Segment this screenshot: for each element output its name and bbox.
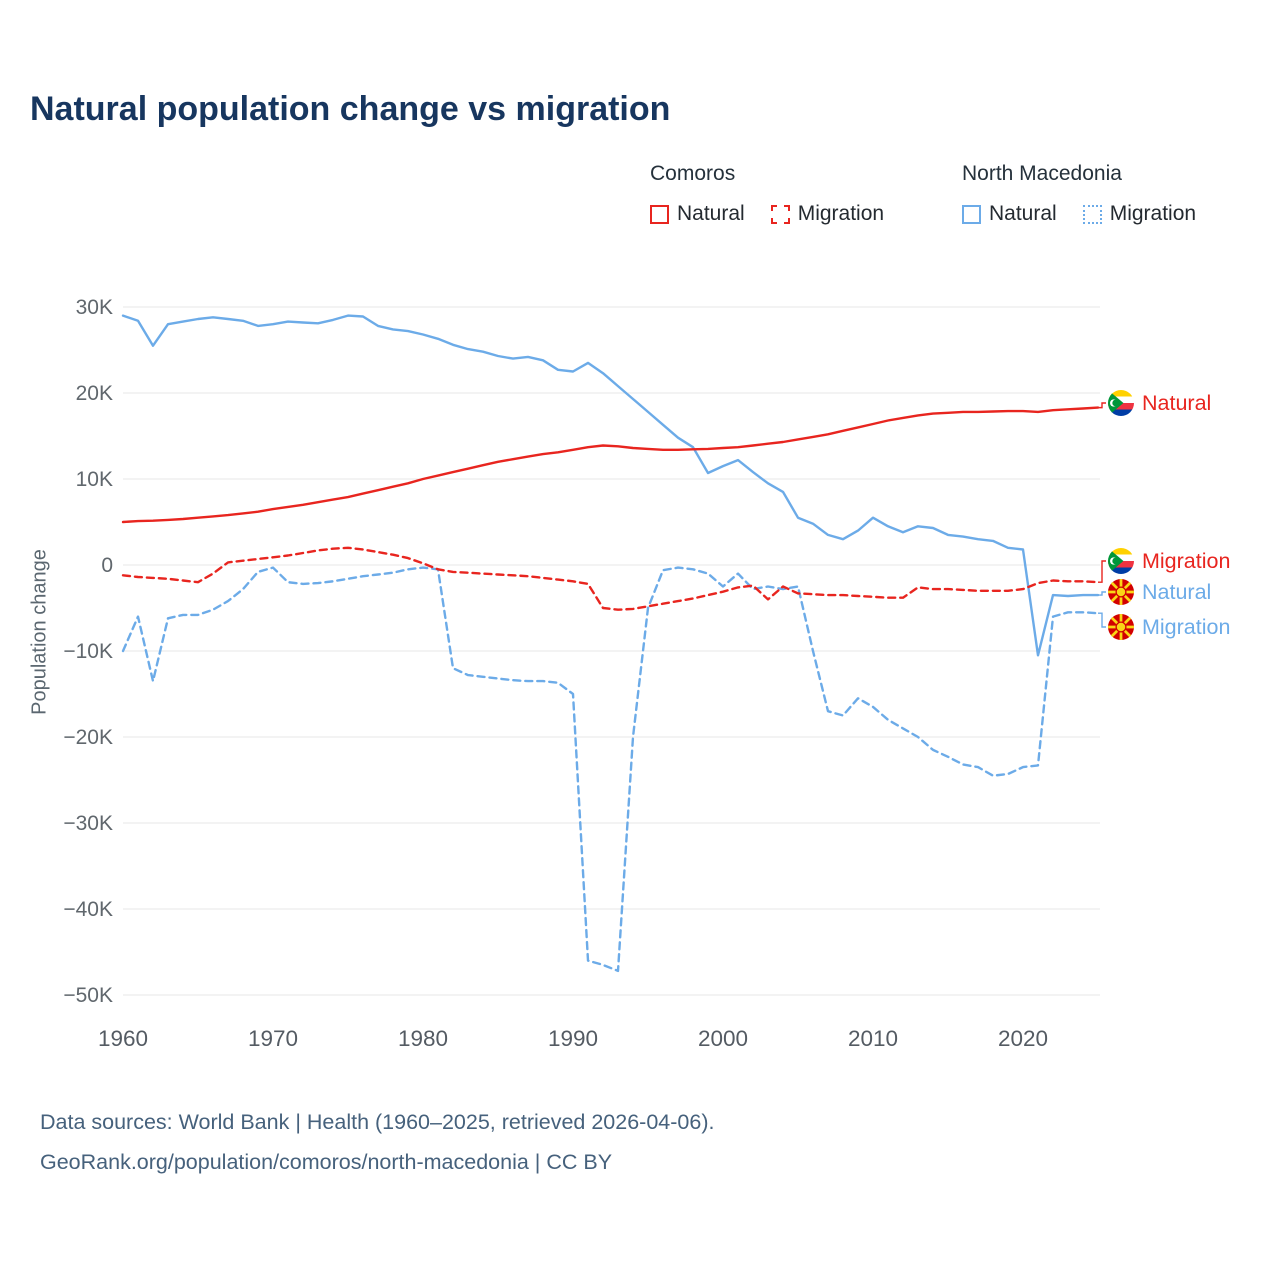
legend-group-comoros: Comoros Natural Migration bbox=[650, 162, 884, 226]
series-label-macedonia-migration: Migration bbox=[1108, 612, 1230, 642]
series-label-comoros-migration: Migration bbox=[1108, 546, 1230, 576]
north-macedonia-flag-icon bbox=[1108, 579, 1134, 605]
svg-text:2020: 2020 bbox=[998, 1026, 1048, 1051]
page-title: Natural population change vs migration bbox=[30, 90, 671, 128]
svg-text:30K: 30K bbox=[76, 296, 113, 319]
svg-text:−10K: −10K bbox=[63, 640, 113, 663]
series-label-text: Migration bbox=[1142, 614, 1231, 639]
svg-text:1970: 1970 bbox=[248, 1026, 298, 1051]
data-sources-note: Data sources: World Bank | Health (1960–… bbox=[40, 1110, 715, 1134]
legend-item-label: Migration bbox=[797, 202, 885, 225]
series-label-macedonia-natural: Natural bbox=[1108, 577, 1211, 607]
legend-item-label: Migration bbox=[1109, 202, 1197, 225]
series-label-comoros-natural: Natural bbox=[1108, 388, 1211, 418]
dotted-blue-swatch-icon bbox=[1082, 204, 1102, 224]
svg-text:1980: 1980 bbox=[398, 1026, 448, 1051]
svg-text:−20K: −20K bbox=[63, 726, 113, 749]
svg-text:10K: 10K bbox=[76, 468, 113, 491]
legend-group-north-macedonia: North Macedonia Natural Migration bbox=[962, 162, 1196, 226]
svg-text:0: 0 bbox=[101, 554, 113, 577]
series-label-text: Natural bbox=[1142, 579, 1212, 604]
comoros-flag-icon bbox=[1108, 390, 1134, 416]
legend-item-comoros-natural[interactable]: Natural bbox=[650, 202, 745, 226]
svg-text:2010: 2010 bbox=[848, 1026, 898, 1051]
series-label-text: Natural bbox=[1142, 390, 1212, 415]
attribution-note: GeoRank.org/population/comoros/north-mac… bbox=[40, 1150, 613, 1174]
solid-red-swatch-icon bbox=[650, 204, 669, 224]
legend-item-label: Natural bbox=[677, 202, 745, 225]
legend-item-label: Natural bbox=[989, 202, 1057, 225]
legend-group-title: Comoros bbox=[650, 162, 736, 185]
north-macedonia-flag-icon bbox=[1108, 614, 1134, 640]
legend-item-macedonia-natural[interactable]: Natural bbox=[962, 202, 1057, 226]
svg-text:−50K: −50K bbox=[63, 984, 113, 1007]
comoros-flag-icon bbox=[1108, 548, 1134, 574]
svg-text:−40K: −40K bbox=[63, 898, 113, 921]
legend-group-title: North Macedonia bbox=[962, 162, 1122, 185]
solid-blue-swatch-icon bbox=[962, 204, 981, 224]
series-label-text: Migration bbox=[1142, 548, 1231, 573]
dashed-red-swatch-icon bbox=[770, 204, 790, 224]
legend-item-macedonia-migration[interactable]: Migration bbox=[1082, 202, 1197, 226]
svg-text:2000: 2000 bbox=[698, 1026, 748, 1051]
svg-text:−30K: −30K bbox=[63, 812, 113, 835]
svg-text:1960: 1960 bbox=[98, 1026, 148, 1051]
svg-text:1990: 1990 bbox=[548, 1026, 598, 1051]
legend-item-comoros-migration[interactable]: Migration bbox=[770, 202, 885, 226]
svg-text:20K: 20K bbox=[76, 382, 113, 405]
